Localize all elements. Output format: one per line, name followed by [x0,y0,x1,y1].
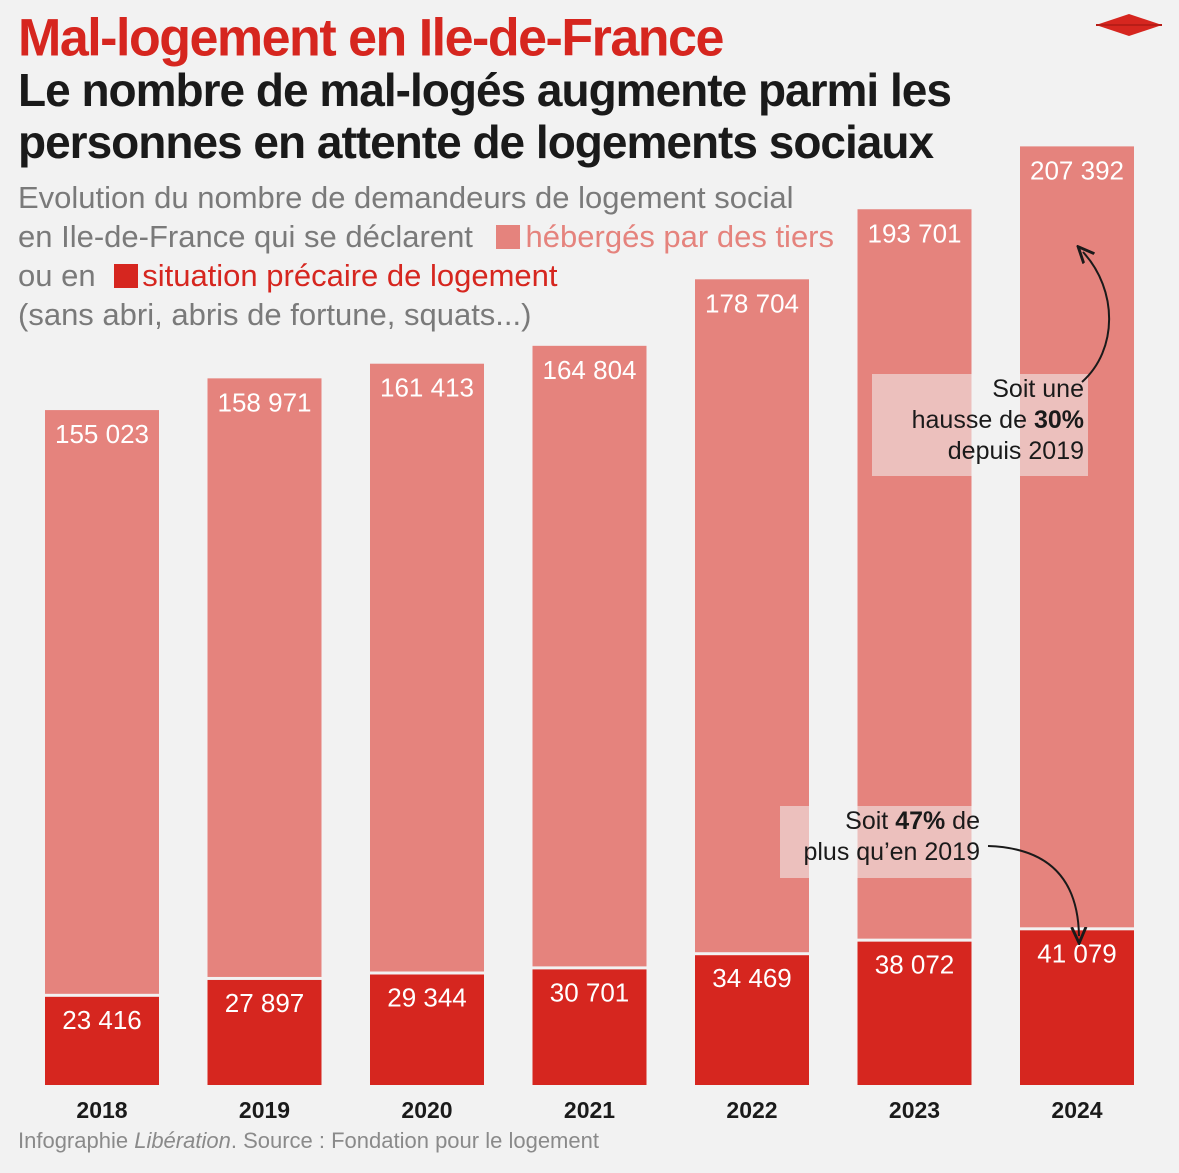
label-heberges-2022: 178 704 [705,288,799,318]
bar-precaire-2021 [532,969,647,1085]
bar-heberges-2021 [532,345,647,967]
x-tick-2019: 2019 [239,1097,290,1123]
label-precaire-2023: 38 072 [875,950,955,980]
bar-heberges-2019 [207,378,322,977]
label-heberges-2020: 161 413 [380,373,474,403]
label-heberges-2018: 155 023 [55,419,149,449]
annotation-top-line-1: Soit une [992,375,1084,403]
x-tick-2018: 2018 [76,1097,127,1123]
footer-brand: Libération [134,1128,231,1153]
bar-heberges-2020 [370,363,484,972]
annotation-top: Soit une hausse de 30% depuis 2019 [872,374,1088,476]
legend-label-dark: situation précaire de logement [142,258,558,293]
label-heberges-2019: 158 971 [218,387,312,417]
footer-prefix: Infographie [18,1128,135,1153]
label-heberges-2021: 164 804 [543,355,637,385]
bar-precaire-2022 [695,955,809,1085]
bar-precaire-2024 [1020,930,1134,1085]
subtitle-line-4: (sans abri, abris de fortune, squats...) [18,297,532,332]
kicker-title: Mal-logement en Ile-de-France [18,8,724,68]
annotation-top-line-2: hausse de 30% [872,405,1084,436]
label-heberges-2024: 207 392 [1030,155,1124,185]
label-precaire-2024: 41 079 [1037,938,1117,968]
annotation-bottom-value: 47% [895,807,946,835]
label-precaire-2018: 23 416 [62,1005,142,1035]
annotation-bottom-line-1: Soit 47% de [780,806,980,837]
annotation-top-line-3: depuis 2019 [947,437,1084,465]
x-tick-2024: 2024 [1051,1097,1102,1123]
annotation-bottom: Soit 47% de plus qu’en 2019 [780,806,982,878]
subtitle-line-2: en Ile-de-France qui se déclarent héberg… [18,217,978,256]
x-tick-2021: 2021 [564,1097,615,1123]
annotation-bottom-de: de [945,807,980,835]
subtitle-line-1: Evolution du nombre de demandeurs de log… [18,180,794,215]
chart-headline: Le nombre de mal-logés augmente parmi le… [18,64,952,168]
label-precaire-2021: 30 701 [550,977,630,1007]
liberation-logo-icon [1096,14,1162,36]
label-precaire-2019: 27 897 [225,988,305,1018]
subtitle-line-2-text: en Ile-de-France qui se déclarent [18,219,473,254]
bar-heberges-2018 [45,410,159,994]
bar-precaire-2023 [857,941,972,1085]
legend-label-light: hébergés par des tiers [525,219,835,254]
annotation-bottom-soit: Soit [845,807,896,835]
subtitle-line-3-text: ou en [18,258,96,293]
legend-swatch-dark [114,264,139,288]
chart-subtitle: Evolution du nombre de demandeurs de log… [18,178,978,334]
annotation-top-value: 30% [1033,406,1084,434]
bar-heberges-2024 [1020,146,1134,928]
footer-suffix: . Source : Fondation pour le logement [230,1128,599,1153]
label-precaire-2020: 29 344 [387,983,467,1013]
x-tick-2020: 2020 [401,1097,452,1123]
x-tick-2023: 2023 [889,1097,940,1123]
x-tick-2022: 2022 [726,1097,777,1123]
subtitle-line-3: ou en situation précaire de logement [18,256,978,295]
annotation-top-hausse: hausse de [911,406,1034,434]
label-precaire-2022: 34 469 [712,963,792,993]
source-footer: Infographie Libération. Source : Fondati… [18,1128,599,1154]
bar-precaire-2020 [370,974,484,1085]
annotation-bottom-line-2: plus qu’en 2019 [803,838,980,866]
label-heberges-2023: 193 701 [868,218,962,248]
legend-swatch-light [495,225,520,249]
bar-precaire-2018 [45,996,159,1085]
bar-precaire-2019 [207,979,322,1085]
